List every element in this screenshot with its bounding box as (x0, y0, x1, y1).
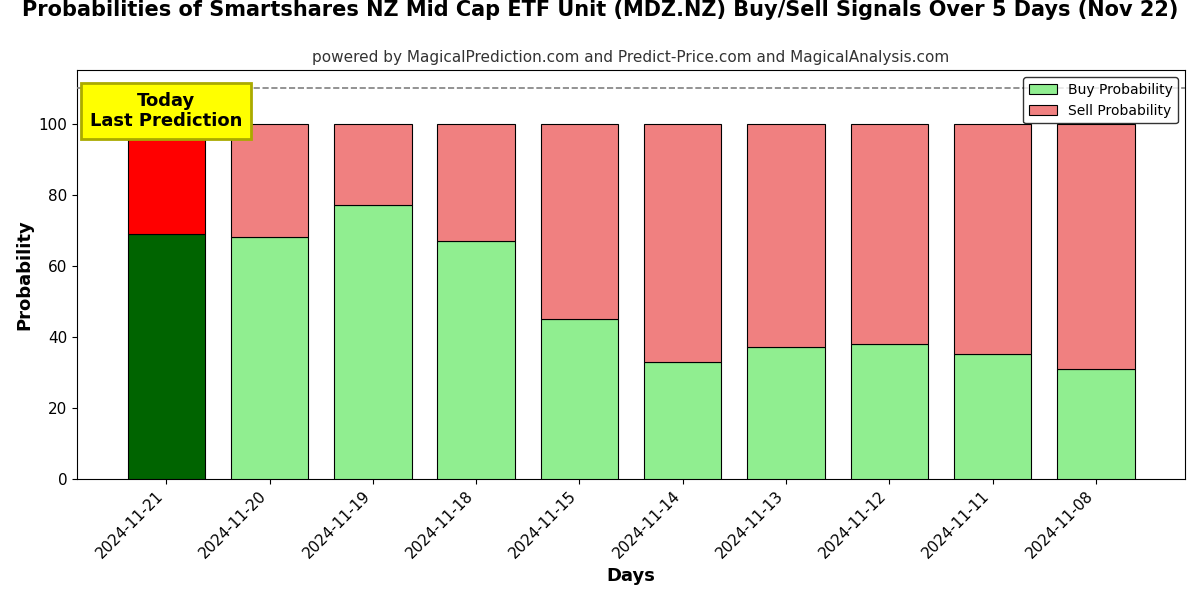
Text: Today
Last Prediction: Today Last Prediction (90, 92, 242, 130)
Bar (127, 234, 205, 479)
Bar (851, 344, 928, 479)
Title: powered by MagicalPrediction.com and Predict-Price.com and MagicalAnalysis.com: powered by MagicalPrediction.com and Pre… (312, 50, 949, 65)
Bar (230, 124, 308, 237)
Bar (437, 241, 515, 479)
Bar (437, 124, 515, 241)
Bar (748, 124, 824, 347)
Legend: Buy Probability, Sell Probability: Buy Probability, Sell Probability (1024, 77, 1178, 124)
Bar (541, 124, 618, 319)
Bar (644, 124, 721, 362)
X-axis label: Days: Days (607, 567, 655, 585)
Text: Probabilities of Smartshares NZ Mid Cap ETF Unit (MDZ.NZ) Buy/Sell Signals Over : Probabilities of Smartshares NZ Mid Cap … (22, 0, 1178, 20)
Bar (230, 237, 308, 479)
Bar (1057, 368, 1135, 479)
Bar (954, 355, 1031, 479)
Y-axis label: Probability: Probability (14, 219, 32, 330)
Bar (851, 124, 928, 344)
Bar (1057, 124, 1135, 368)
Bar (954, 124, 1031, 355)
Bar (644, 362, 721, 479)
Bar (127, 124, 205, 234)
Bar (334, 124, 412, 205)
Bar (541, 319, 618, 479)
Bar (334, 205, 412, 479)
Bar (748, 347, 824, 479)
